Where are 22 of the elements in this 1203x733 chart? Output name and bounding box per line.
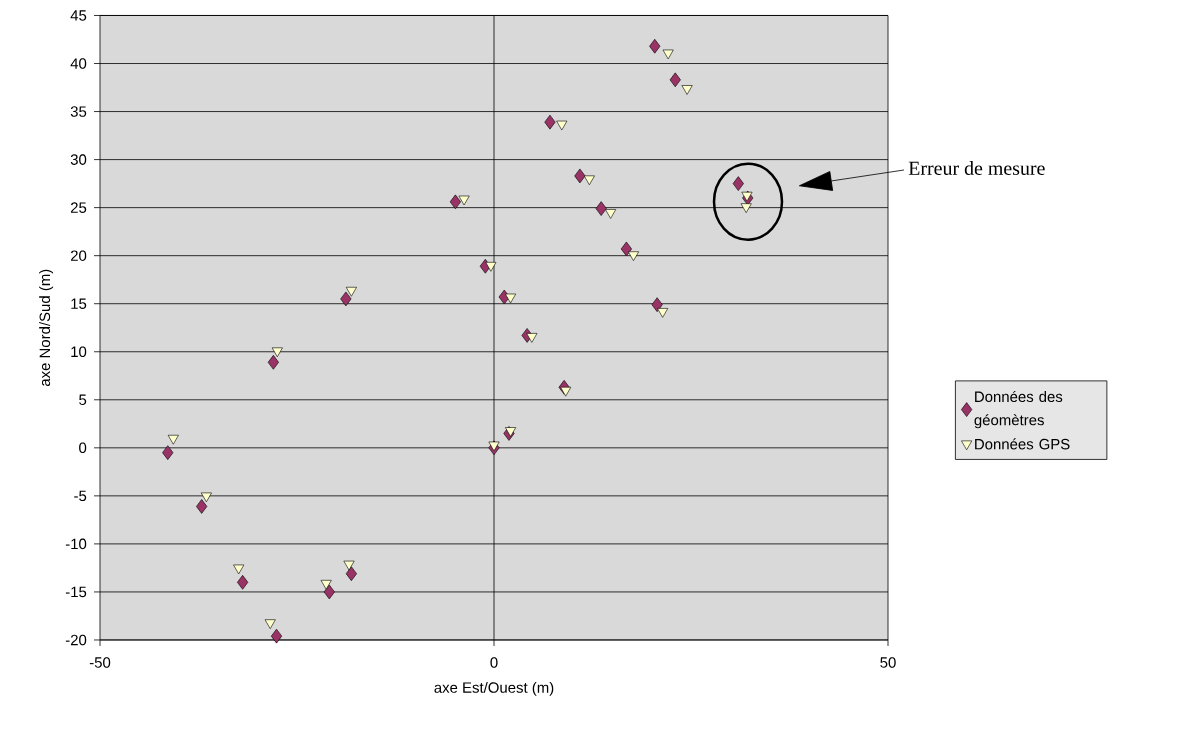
y-tick-label: 45 bbox=[70, 10, 87, 21]
y-tick-label: -20 bbox=[65, 634, 87, 646]
y-tick-label: 5 bbox=[79, 394, 87, 405]
y-tick-label: 15 bbox=[71, 298, 87, 309]
y-tick-label: 20 bbox=[70, 250, 87, 261]
y-tick-label: 25 bbox=[70, 202, 87, 213]
y-tick-label: 10 bbox=[71, 346, 87, 358]
x-tick-label: -50 bbox=[89, 657, 111, 668]
y-tick-label: 0 bbox=[79, 442, 87, 454]
y-tick-label: -5 bbox=[74, 490, 87, 502]
y-tick-label: -15 bbox=[65, 586, 87, 598]
y-tick-label: -10 bbox=[65, 538, 87, 550]
text: Erreur de mesure bbox=[908, 160, 1045, 175]
x-axis-title: axe Est/Ouest (m) bbox=[434, 681, 554, 696]
x-tick-label: 50 bbox=[880, 657, 896, 668]
y-tick-label: 40 bbox=[70, 58, 87, 69]
y-tick-label: 35 bbox=[70, 106, 87, 117]
y-axis-title: axe Nord/Sud (m) bbox=[39, 269, 54, 387]
legend-label: Données des géomètres bbox=[974, 390, 1063, 429]
x-tick-label: 0 bbox=[490, 657, 498, 668]
legend-label: Données GPS bbox=[975, 438, 1070, 450]
y-tick-label: 30 bbox=[70, 154, 87, 165]
